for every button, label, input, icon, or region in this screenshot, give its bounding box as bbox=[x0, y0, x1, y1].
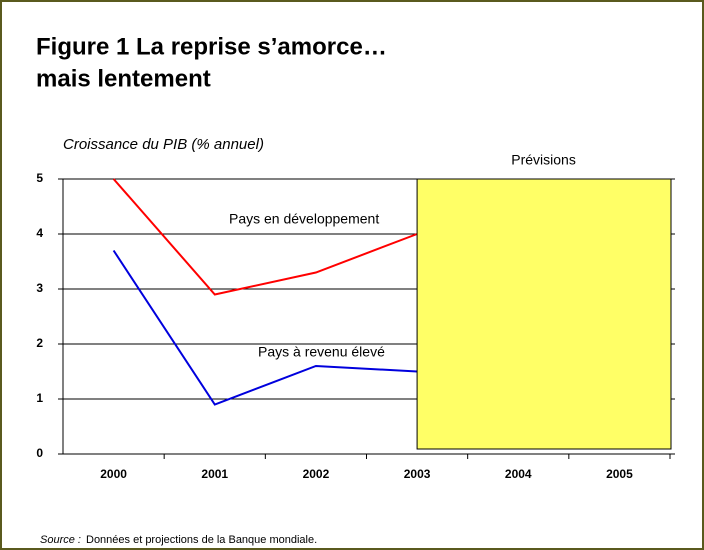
y-tick-label: 5 bbox=[36, 171, 43, 185]
series-line bbox=[112, 249, 418, 406]
source-label: Source : bbox=[40, 534, 81, 546]
y-tick-label: 3 bbox=[36, 281, 43, 295]
y-tick-label: 0 bbox=[36, 446, 43, 460]
y-tick-label: 1 bbox=[36, 391, 43, 405]
x-tick-label: 2003 bbox=[404, 467, 431, 481]
series-line bbox=[112, 178, 418, 296]
forecast-region bbox=[416, 178, 672, 450]
chart-title: mais lentement bbox=[36, 65, 211, 92]
series-label: Pays en développement bbox=[229, 211, 379, 227]
x-tick-label: 2002 bbox=[303, 467, 330, 481]
x-tick-label: 2000 bbox=[100, 467, 127, 481]
forecast-label: Prévisions bbox=[511, 152, 576, 168]
source-text: Données et projections de la Banque mond… bbox=[86, 534, 317, 546]
series-label: Pays à revenu élevé bbox=[258, 344, 385, 360]
x-tick-label: 2005 bbox=[606, 467, 633, 481]
chart-title: Figure 1 La reprise s’amorce… bbox=[36, 33, 387, 60]
y-tick-label: 4 bbox=[36, 226, 43, 240]
y-tick-label: 2 bbox=[36, 336, 43, 350]
y-axis-label: Croissance du PIB (% annuel) bbox=[63, 136, 264, 153]
x-tick-label: 2004 bbox=[505, 467, 532, 481]
x-tick-label: 2001 bbox=[201, 467, 228, 481]
